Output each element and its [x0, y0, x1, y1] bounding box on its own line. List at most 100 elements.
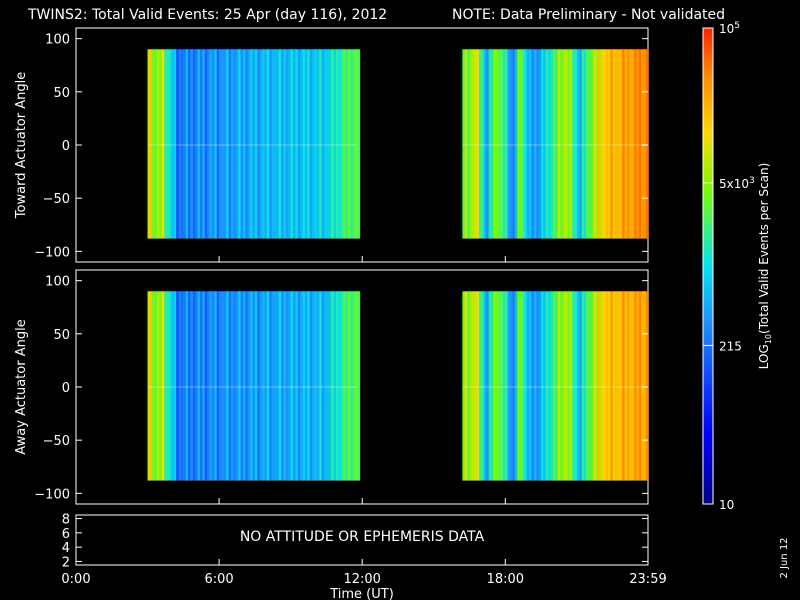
heatmap-column	[197, 291, 201, 481]
heatmap-column	[605, 49, 609, 239]
heatmap-column	[333, 49, 337, 239]
heatmap-column	[560, 291, 563, 481]
heatmap-column	[211, 291, 215, 481]
heatmap-column	[636, 49, 640, 239]
heatmap-column	[190, 49, 194, 239]
heatmap-column	[641, 291, 645, 481]
x-tick-label: 23:59	[629, 572, 666, 587]
heatmap-column	[600, 49, 604, 239]
heatmap-column	[481, 49, 485, 239]
heatmap-column	[295, 49, 299, 239]
heatmap-column	[474, 291, 478, 481]
heatmap-column	[464, 291, 468, 481]
heatmap-column	[488, 49, 492, 239]
heatmap-column	[634, 291, 637, 481]
heatmap-column	[304, 291, 308, 481]
heatmap-column	[302, 49, 306, 239]
heatmap-column	[324, 49, 327, 239]
y-tick-label: 50	[53, 328, 70, 343]
heatmap-column	[495, 49, 499, 239]
heatmap-column	[331, 49, 334, 239]
heatmap-column	[211, 49, 215, 239]
heatmap-column	[610, 291, 614, 481]
heatmap-column	[350, 291, 354, 481]
heatmap-column	[188, 291, 191, 481]
heatmap-column	[471, 49, 475, 239]
heatmap-column	[200, 291, 203, 481]
heatmap-column	[469, 291, 473, 481]
heatmap-column	[247, 291, 251, 481]
heatmap-column	[259, 291, 263, 481]
heatmap-column	[626, 291, 630, 481]
heatmap-column	[505, 291, 509, 481]
heatmap-column	[233, 291, 237, 481]
heatmap-column	[295, 291, 299, 481]
heatmap-column	[202, 49, 206, 239]
y-tick-label: −50	[43, 192, 70, 207]
heatmap-column	[641, 49, 645, 239]
y-tick-label: 8	[62, 513, 70, 528]
heatmap-column	[541, 49, 544, 239]
heatmap-column	[338, 291, 342, 481]
heatmap-column	[476, 291, 480, 481]
y-tick-label: 50	[53, 86, 70, 101]
heatmap-column	[505, 49, 509, 239]
heatmap-column	[235, 49, 239, 239]
heatmap-column	[159, 49, 163, 239]
heatmap-column	[264, 291, 268, 481]
heatmap-column	[548, 291, 552, 481]
heatmap-column	[357, 291, 361, 481]
heatmap-column	[574, 291, 578, 481]
heatmap-column	[507, 49, 511, 239]
x-tick-label: 0:00	[61, 572, 90, 587]
heatmap-column	[307, 49, 311, 239]
heatmap-column	[615, 49, 618, 239]
heatmap-column	[273, 49, 277, 239]
heatmap-column	[603, 49, 606, 239]
heatmap-column	[533, 49, 537, 239]
heatmap-column	[195, 291, 199, 481]
heatmap-column	[171, 291, 175, 481]
heatmap-column	[541, 291, 544, 481]
heatmap-column	[173, 291, 177, 481]
heatmap-column	[319, 291, 323, 481]
heatmap-column	[312, 291, 315, 481]
heatmap-column	[483, 291, 487, 481]
heatmap-column	[262, 49, 265, 239]
heatmap-column	[591, 291, 594, 481]
heatmap-column	[273, 291, 277, 481]
heatmap-column	[581, 49, 585, 239]
heatmap-column	[355, 291, 358, 481]
heatmap-column	[343, 291, 346, 481]
heatmap-column	[357, 49, 361, 239]
colorbar	[702, 27, 714, 505]
heatmap-column	[321, 291, 325, 481]
heatmap-column	[171, 49, 175, 239]
heatmap-column	[529, 291, 532, 481]
heatmap-column	[467, 49, 470, 239]
heatmap-column	[204, 291, 208, 481]
heatmap-column	[283, 291, 287, 481]
colorbar-tick-label: 215	[719, 339, 742, 353]
x-axis-label: Time (UT)	[329, 587, 394, 600]
heatmap-column	[240, 291, 244, 481]
heatmap-column	[588, 49, 592, 239]
top-heatmap	[147, 49, 649, 239]
heatmap-column	[643, 49, 647, 239]
heatmap-column	[276, 291, 280, 481]
heatmap-column	[257, 291, 261, 481]
top-y-axis: 100 50 0 −50 −100	[34, 33, 648, 260]
heatmap-column	[202, 291, 206, 481]
heatmap-column	[581, 291, 585, 481]
heatmap-column	[245, 291, 249, 481]
heatmap-column	[550, 291, 554, 481]
heatmap-column	[288, 291, 292, 481]
heatmap-column	[617, 49, 621, 239]
heatmap-column	[188, 49, 191, 239]
heatmap-column	[309, 49, 313, 239]
heatmap-column	[147, 291, 151, 481]
heatmap-column	[226, 49, 230, 239]
heatmap-column	[233, 49, 237, 239]
heatmap-column	[331, 291, 334, 481]
